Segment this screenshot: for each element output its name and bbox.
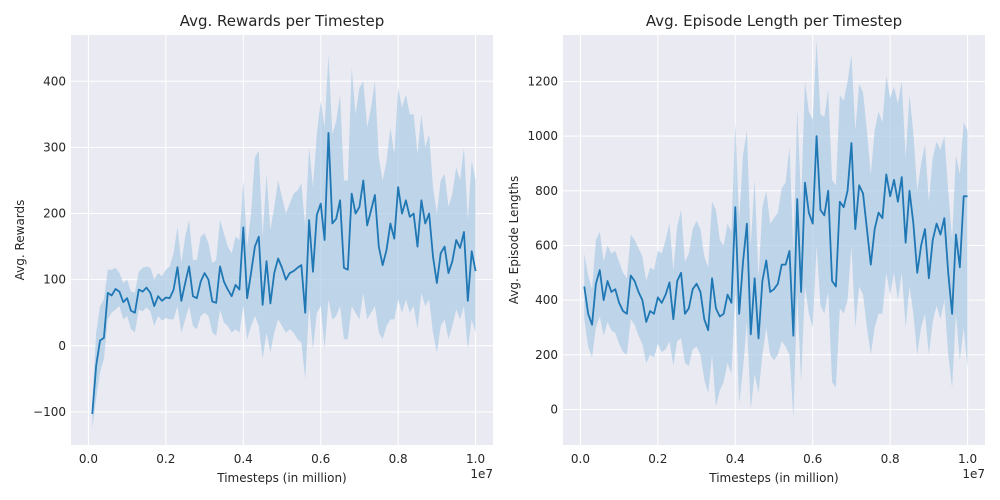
y-tick-label: 100 [43,273,66,287]
series-line [91,131,477,414]
x-tick-label: 0.2 [648,452,667,466]
y-tick-label: 1200 [527,74,558,88]
x-tick-label: 0.8 [389,452,408,466]
episode-length-chart: 0.0 0.2 0.4 0.6 0.8 1.0 0 200 400 600 800 1000 1200 1… [507,12,985,485]
confidence-band [584,40,968,418]
x-tick-label: 0.2 [156,452,175,466]
confidence-band [92,54,476,429]
x-axis-label: Timesteps (in million) [216,471,346,485]
x-tick-label: 0.4 [726,452,745,466]
y-axis-label: Avg. Rewards [13,200,27,281]
y-tick-label: 200 [43,207,66,221]
x-tick-label: 0.8 [881,452,900,466]
y-tick-label: 1000 [527,129,558,143]
y-tick-label: 300 [43,140,66,154]
y-tick-label: −100 [33,405,66,419]
rewards-chart: 0.0 0.2 0.4 0.6 0.8 1.0 −100 0 100 200 300 400 1e7 Av… [13,12,493,485]
x-tick-label: 1.0 [466,452,485,466]
y-tick-label: 200 [535,348,558,362]
x-tick-label: 0.6 [311,452,330,466]
y-tick-label: 0 [58,339,66,353]
chart-title: Avg. Episode Length per Timestep [646,12,902,30]
y-tick-label: 400 [535,293,558,307]
x-offset-label: 1e7 [962,467,985,481]
series-line [583,135,968,340]
x-tick-label: 0.6 [803,452,822,466]
chart-title: Avg. Rewards per Timestep [180,12,385,30]
y-tick-label: 400 [43,74,66,88]
x-axis-label: Timesteps (in million) [708,471,838,485]
x-offset-label: 1e7 [470,467,493,481]
y-tick-label: 600 [535,238,558,252]
x-tick-label: 0.0 [79,452,98,466]
y-tick-label: 0 [550,402,558,416]
x-tick-label: 0.4 [234,452,253,466]
x-tick-label: 0.0 [571,452,590,466]
y-tick-label: 800 [535,184,558,198]
y-axis-label: Avg. Episode Lengths [507,176,521,304]
x-tick-label: 1.0 [958,452,977,466]
